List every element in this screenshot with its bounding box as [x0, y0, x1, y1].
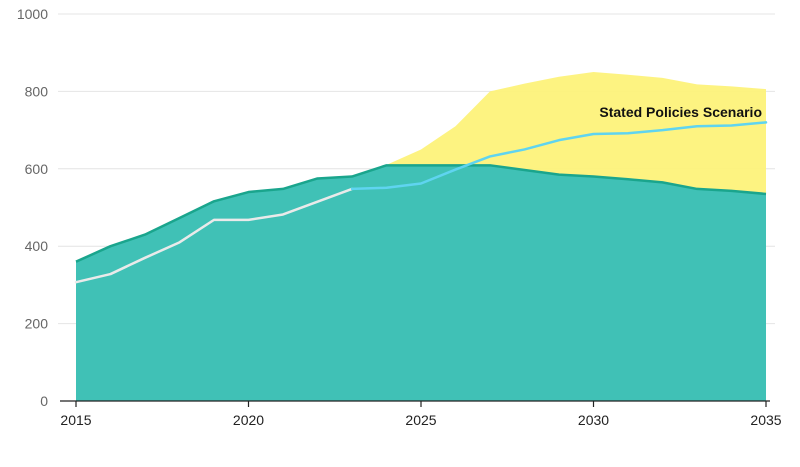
axes: 0 200 400 600 800 1000 2015 2020 2025 2030 2035	[17, 6, 782, 428]
base-area-outline	[75, 164, 767, 263]
y-tick-label: 800	[25, 83, 49, 99]
y-tick-label: 200	[25, 316, 49, 332]
scenario-band-area	[386, 72, 766, 194]
areas	[76, 72, 766, 401]
series-label-stated-policies: Stated Policies Scenario	[599, 104, 762, 120]
y-tick-label: 600	[25, 161, 49, 177]
y-tick-label: 1000	[17, 6, 48, 22]
y-tick-label: 400	[25, 238, 49, 254]
projection-line-series	[350, 121, 768, 191]
base-area	[76, 165, 766, 401]
y-tick-label: 0	[40, 393, 48, 409]
x-tick-label: 2030	[578, 412, 609, 428]
x-tick-label: 2020	[233, 412, 264, 428]
x-tick-label: 2025	[405, 412, 436, 428]
x-tick-label: 2015	[60, 412, 91, 428]
x-tick-label: 2035	[750, 412, 781, 428]
series-lines	[74, 121, 768, 284]
historical-line-series	[74, 187, 354, 284]
